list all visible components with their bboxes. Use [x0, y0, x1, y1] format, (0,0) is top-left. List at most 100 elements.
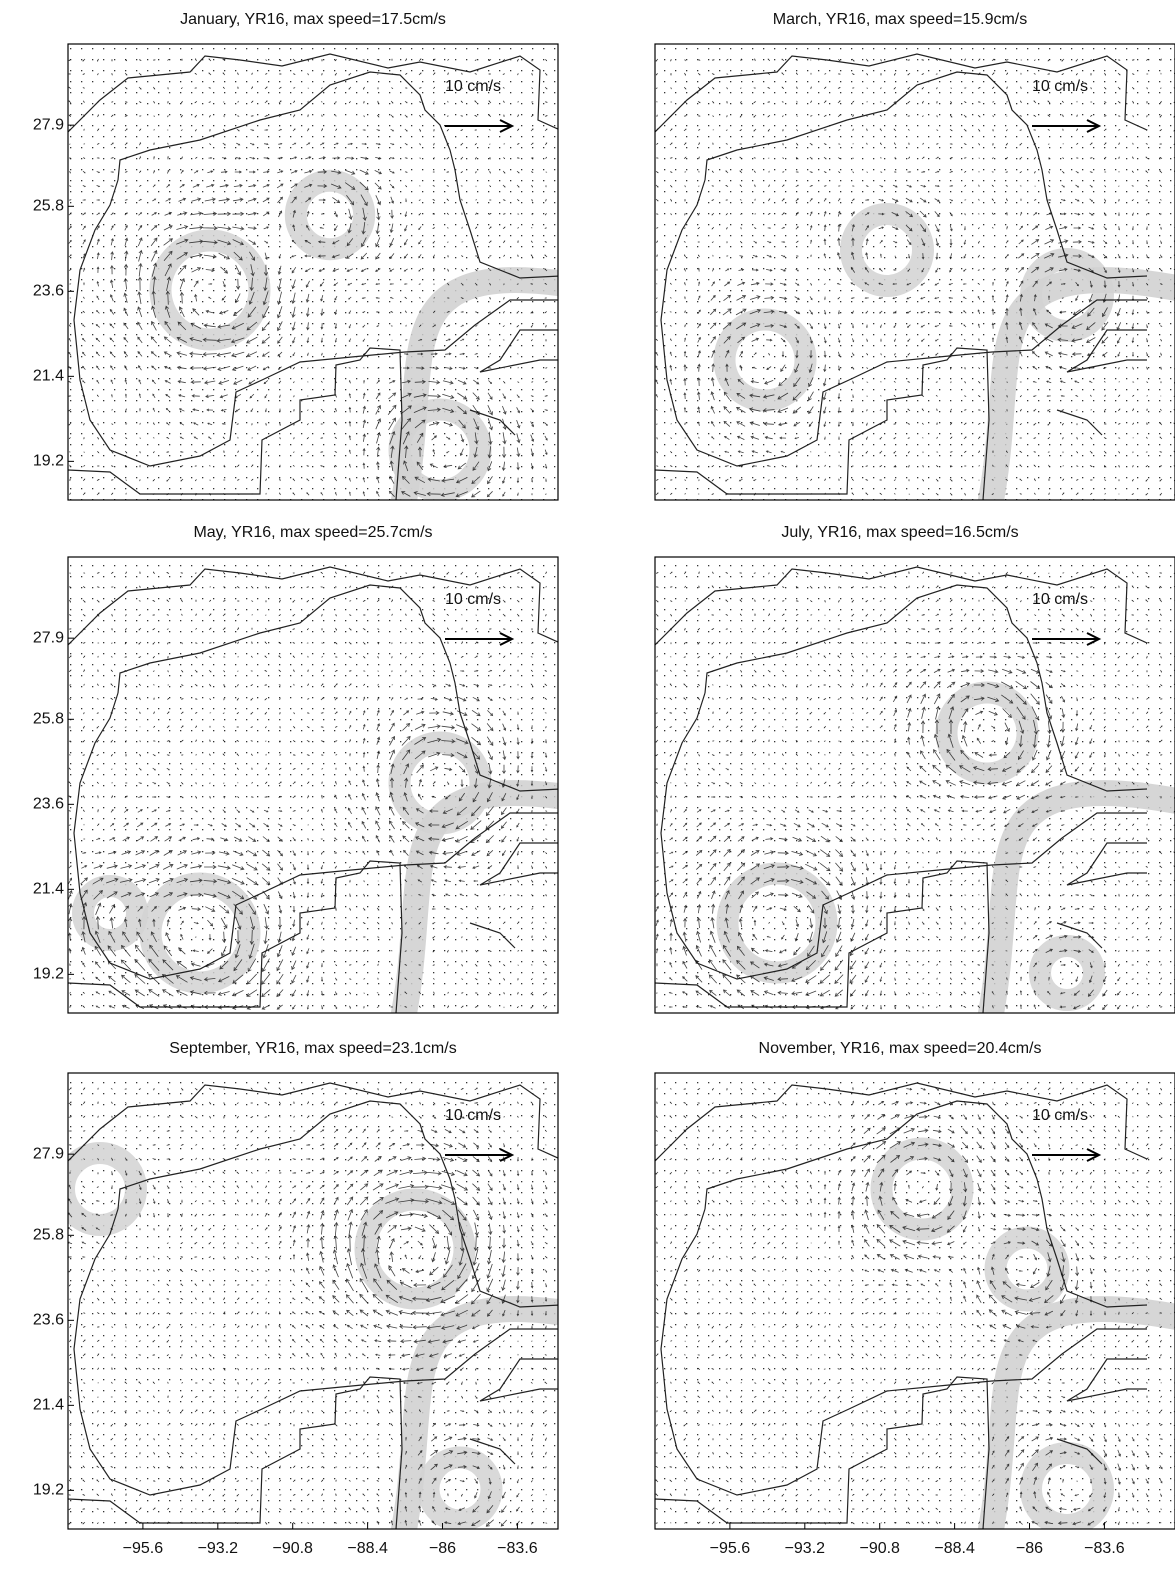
flow-arrows — [68, 571, 548, 1010]
y-tick-label: 25.8 — [33, 711, 64, 728]
coastline — [68, 53, 558, 133]
reference-label: 10 cm/s — [445, 78, 501, 95]
flow-arrows — [655, 58, 1175, 496]
coastline — [1056, 329, 1147, 436]
flow-arrows — [655, 1087, 1175, 1526]
coastline — [73, 584, 558, 980]
frame — [654, 556, 1175, 1014]
coastline — [73, 1100, 558, 1496]
loop-current-shade — [977, 780, 1175, 1013]
map-panel: 10 cm/s January, YR16, max speed=17.5cm/s… — [33, 11, 559, 501]
y-tick-label: 27.9 — [33, 1145, 64, 1162]
y-tick-label: 21.4 — [33, 368, 64, 385]
y-tick-label: 19.2 — [33, 966, 64, 983]
reference-arrow — [1032, 1148, 1102, 1162]
panel-title: March, YR16, max speed=15.9cm/s — [773, 11, 1028, 28]
local: 10 cm/s — [68, 566, 558, 1013]
reference-arrow — [1032, 632, 1102, 646]
map-panel: 10 cm/s May, YR16, max speed=25.7cm/s 27.9… — [33, 524, 559, 1014]
coastline — [655, 347, 990, 500]
frame — [67, 1072, 559, 1530]
y-tick-label: 27.9 — [33, 116, 64, 133]
eddy-shade — [840, 203, 934, 297]
eddy-shade — [935, 681, 1039, 785]
panel-content: 10 cm/s — [655, 1073, 1175, 1529]
panel-title: May, YR16, max speed=25.7cm/s — [193, 524, 432, 541]
coastline — [469, 1358, 558, 1465]
coastline — [1056, 1358, 1147, 1465]
y-tick-label: 25.8 — [33, 1227, 64, 1244]
reference-label: 10 cm/s — [445, 591, 501, 608]
coastline — [655, 1082, 1148, 1162]
reference-arrow — [1032, 119, 1102, 133]
flow-arrows — [655, 571, 1175, 1011]
y-tick-label: 25.8 — [33, 198, 64, 215]
map-panel: 10 cm/s September, YR16, max speed=23.1cm… — [33, 1040, 559, 1557]
y-tick-label: 21.4 — [33, 1397, 64, 1414]
eddy-shade — [1020, 248, 1114, 342]
eddy-shade — [1029, 935, 1105, 1011]
flow-arrows — [68, 1087, 548, 1527]
frame — [654, 43, 1175, 501]
local: 10 cm/s — [655, 566, 1175, 1013]
eddy-shade — [139, 872, 261, 994]
frame — [67, 43, 559, 501]
loop-current-shade — [390, 267, 558, 500]
x-tick-label: −95.6 — [123, 1540, 164, 1557]
coastline — [68, 860, 403, 1013]
reference-arrow — [445, 1148, 515, 1162]
y-tick-label: 19.2 — [33, 1482, 64, 1499]
local: 10 cm/s — [655, 1082, 1175, 1529]
loop-current-shade — [390, 1296, 558, 1529]
coastline — [1056, 842, 1147, 949]
x-tick-label: −95.6 — [710, 1540, 751, 1557]
x-tick-label: −90.8 — [272, 1540, 313, 1557]
panel-content: 10 cm/s — [655, 44, 1175, 500]
reference-arrow — [445, 119, 515, 133]
eddy-shade — [716, 862, 838, 984]
y-tick-label: 19.2 — [33, 453, 64, 470]
y-tick-label: 23.6 — [33, 796, 64, 813]
loop-current-shade — [977, 1296, 1175, 1529]
map-panel: 10 cm/s March, YR16, max speed=15.9cm/s — [654, 11, 1175, 501]
y-tick-label: 23.6 — [33, 1312, 64, 1329]
panel-content: 10 cm/s — [655, 557, 1175, 1013]
panel-title: November, YR16, max speed=20.4cm/s — [759, 1040, 1042, 1057]
eddy-shade — [870, 1137, 974, 1241]
coastline — [660, 71, 1148, 467]
y-tick-label: 27.9 — [33, 629, 64, 646]
y-tick-label: 21.4 — [33, 881, 64, 898]
reference-label: 10 cm/s — [1032, 1107, 1088, 1124]
eddy-shade — [149, 229, 271, 351]
reference-label: 10 cm/s — [1032, 78, 1088, 95]
reference-label: 10 cm/s — [445, 1107, 501, 1124]
frame — [67, 556, 559, 1014]
local: 10 cm/s — [655, 53, 1175, 500]
panel-title: January, YR16, max speed=17.5cm/s — [180, 11, 446, 28]
frame — [654, 1072, 1175, 1530]
x-tick-label: −83.6 — [1084, 1540, 1125, 1557]
map-panel: 10 cm/s July, YR16, max speed=16.5cm/s — [654, 524, 1175, 1014]
eddy-shade — [417, 1446, 503, 1529]
x-tick-label: −90.8 — [859, 1540, 900, 1557]
x-tick-label: −93.2 — [785, 1540, 826, 1557]
eddy-shade — [388, 731, 492, 835]
coastline — [68, 1082, 558, 1162]
eddy-shade — [68, 1142, 147, 1236]
x-tick-label: −88.4 — [934, 1540, 975, 1557]
panel-title: September, YR16, max speed=23.1cm/s — [169, 1040, 456, 1057]
coastline — [68, 1376, 403, 1529]
coastline — [68, 566, 558, 646]
x-tick-label: −93.2 — [198, 1540, 239, 1557]
panel-content: 10 cm/s — [68, 44, 558, 500]
eddy-shade — [984, 1226, 1070, 1312]
coastline — [660, 1100, 1148, 1496]
panel-title: July, YR16, max speed=16.5cm/s — [781, 524, 1018, 541]
coastline — [655, 860, 990, 1013]
map-panel: 10 cm/s November, YR16, max speed=20.4cm/… — [654, 1040, 1175, 1557]
coastline — [73, 71, 558, 467]
coastline — [68, 347, 403, 500]
eddy-shade — [713, 308, 817, 412]
eddy-shade — [1020, 1442, 1114, 1529]
